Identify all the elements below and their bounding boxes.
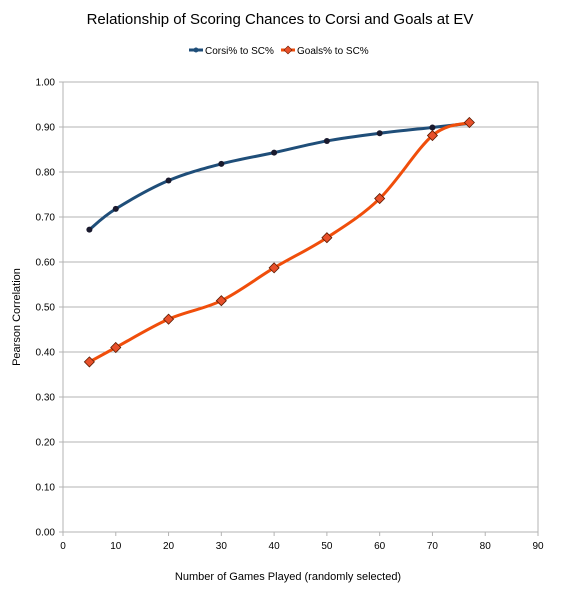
y-tick-label: 0.70 — [36, 213, 56, 224]
y-tick-label: 0.10 — [36, 483, 56, 494]
x-tick-label: 0 — [60, 541, 66, 552]
legend-label-corsi: Corsi% to SC% — [205, 46, 274, 57]
y-axis-label: Pearson Correlation — [11, 268, 23, 366]
series-markers — [83, 116, 475, 368]
data-point-corsi — [323, 137, 330, 144]
legend-marker-goals — [283, 45, 293, 55]
y-tick-label: 0.80 — [36, 168, 56, 179]
x-ticks: 0 10 20 30 40 50 60 70 80 90 — [60, 532, 544, 552]
x-tick-label: 70 — [427, 541, 439, 552]
data-point-goals — [374, 192, 386, 205]
data-point-corsi — [86, 226, 93, 233]
data-point-corsi — [165, 177, 172, 184]
legend-marker-corsi — [193, 47, 199, 53]
data-point-corsi — [218, 160, 225, 167]
x-axis-label: Number of Games Played (randomly selecte… — [175, 571, 401, 583]
x-tick-label: 50 — [321, 541, 333, 552]
data-point-goals — [215, 295, 227, 307]
y-tick-label: 1.00 — [36, 78, 56, 89]
data-point-goals — [321, 232, 333, 244]
data-point-goals — [426, 129, 439, 142]
data-point-goals — [110, 341, 122, 354]
x-tick-label: 30 — [216, 541, 228, 552]
legend: Corsi% to SC% Goals% to SC% — [189, 45, 369, 57]
data-point-corsi — [429, 124, 436, 131]
x-tick-label: 20 — [163, 541, 175, 552]
y-ticks: 0.00 0.10 0.20 0.30 0.40 0.50 0.60 0.70 0.80 0.90… — [36, 78, 63, 539]
data-point-corsi — [112, 205, 119, 212]
x-tick-label: 40 — [269, 541, 281, 552]
y-tick-label: 0.00 — [36, 528, 56, 539]
y-tick-label: 0.20 — [36, 438, 56, 449]
x-tick-label: 10 — [110, 541, 122, 552]
data-point-goals — [463, 116, 475, 129]
data-point-goals — [268, 262, 280, 274]
data-point-goals — [83, 356, 95, 368]
y-tick-label: 0.40 — [36, 348, 56, 359]
x-tick-label: 80 — [480, 541, 492, 552]
y-tick-label: 0.90 — [36, 123, 56, 134]
x-tick-label: 60 — [374, 541, 386, 552]
y-tick-label: 0.30 — [36, 393, 56, 404]
data-point-corsi — [376, 130, 383, 137]
legend-label-goals: Goals% to SC% — [297, 46, 369, 57]
data-point-goals — [162, 313, 175, 325]
chart-title: Relationship of Scoring Chances to Corsi… — [87, 11, 474, 28]
series-line-goals — [87, 121, 471, 364]
x-tick-label: 90 — [532, 541, 544, 552]
series-line-corsi — [87, 121, 471, 232]
series-lines — [87, 121, 471, 364]
y-tick-label: 0.50 — [36, 303, 56, 314]
y-tick-label: 0.60 — [36, 258, 56, 269]
grid — [63, 81, 538, 488]
data-point-corsi — [271, 149, 278, 156]
